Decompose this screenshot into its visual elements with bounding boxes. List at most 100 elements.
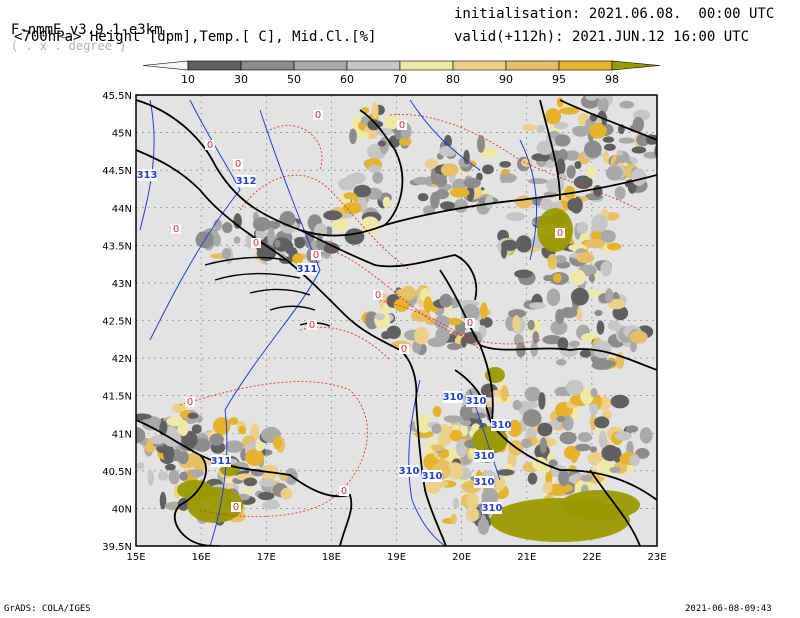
lon-label: 15E <box>126 552 145 563</box>
cloud-patch <box>572 407 579 421</box>
cloud-patch <box>589 123 607 139</box>
valid-time: valid(+112h): 2021.JUN.12 16:00 UTC <box>454 29 750 45</box>
height-label: 310 <box>482 503 503 514</box>
latitude-labels: 45.5N 45N 44.5N 44N 43.5N 43N 42.5N 42N 41.5N 41N… <box>102 91 132 553</box>
cloud-patch <box>540 198 553 211</box>
cloud-patch <box>261 501 280 510</box>
cloud-patch <box>527 319 535 331</box>
cloud-patch <box>616 149 623 156</box>
cloud-patch <box>501 239 518 251</box>
cloud-patch <box>463 149 470 165</box>
cloud-patch <box>588 274 596 283</box>
cloud-patch <box>536 140 554 155</box>
cloud-patch <box>465 507 480 522</box>
cloud-patch <box>612 305 629 321</box>
cloud-patch <box>614 431 632 441</box>
cloud-patch <box>594 309 603 317</box>
cloud-patch <box>545 108 562 125</box>
cloud-cover <box>136 95 657 542</box>
cloud-patch <box>574 443 591 452</box>
temperature-labels: 0 0 0 0 0 0 0 0 0 0 0 0 0 0 0 <box>171 110 565 513</box>
colorbar-cell <box>142 60 189 71</box>
height-label: 311 <box>211 456 232 467</box>
cloud-patch <box>469 412 487 419</box>
cloud-patch <box>466 184 475 202</box>
height-label-bg <box>137 169 157 181</box>
cloud-patch <box>550 201 563 209</box>
cloud-patch <box>209 433 224 446</box>
model-name: F-nmmE_v3.9.1-e3km <box>10 22 163 38</box>
temp-label-bg <box>465 318 475 328</box>
cloud-patch <box>585 95 598 101</box>
lon-label: 21E <box>517 552 536 563</box>
height-label-bg <box>236 175 256 187</box>
cloud-patch <box>499 173 517 183</box>
cloud-patch <box>432 405 442 418</box>
cloud-patch <box>522 409 542 427</box>
cloud-patch <box>526 401 539 409</box>
temp-label: 0 <box>375 290 381 301</box>
map-frame <box>135 94 658 547</box>
cloud-patch <box>597 99 605 111</box>
cloud-patch <box>424 158 438 169</box>
cloud-patch <box>553 121 569 130</box>
cloud-patch <box>245 449 265 466</box>
cloud-patch <box>548 459 558 468</box>
cloud-patch <box>367 119 381 131</box>
cloud-patch <box>589 413 597 431</box>
cloud-patch <box>360 116 369 125</box>
cloud-patch <box>505 212 526 222</box>
height-label-bg <box>482 502 502 514</box>
cloud-patch <box>532 331 540 344</box>
cloud-patch <box>556 158 566 176</box>
cloud-patch <box>552 273 562 283</box>
cloud-patch <box>598 430 608 449</box>
cloud-patch <box>542 482 553 494</box>
temp-label: 0 <box>309 320 315 331</box>
cloud-patch <box>360 216 380 235</box>
cloud-patch <box>417 193 429 202</box>
cloud-patch <box>586 166 597 179</box>
lat-label: 39.5N <box>102 542 132 553</box>
cloud-patch <box>141 416 162 431</box>
height-label-bg <box>466 395 486 407</box>
cloud-patch <box>635 448 650 459</box>
cloud-patch <box>555 308 565 324</box>
cloud-patch <box>423 296 433 313</box>
cloud-patch <box>575 307 583 322</box>
cloud-patch <box>556 359 567 366</box>
cloud-patch <box>439 293 453 308</box>
cloud-patch <box>168 469 180 485</box>
lat-label: 43N <box>112 279 132 290</box>
colorbar-cell <box>293 60 348 71</box>
cloud-patch <box>654 143 657 159</box>
cloud-patch <box>587 451 603 466</box>
cloud-patch <box>136 413 152 420</box>
cloud-patch <box>460 419 472 427</box>
temp-label: 0 <box>341 486 347 497</box>
cloud-patch <box>550 320 568 336</box>
colorbar: 10 30 50 60 70 80 90 95 98 <box>142 60 661 86</box>
cloud-patch <box>594 416 610 429</box>
lon-label: 23E <box>647 552 666 563</box>
cloud-patch <box>323 242 340 254</box>
colorbar-cell <box>346 60 401 71</box>
colorbar-cell <box>452 60 507 71</box>
lon-label: 20E <box>452 552 471 563</box>
cloud-patch <box>512 400 522 411</box>
cloud-patch <box>177 419 189 437</box>
lat-label: 42.5N <box>102 317 132 328</box>
cloud-patch <box>481 487 499 506</box>
cloud-patch <box>536 124 545 134</box>
cloud-patch <box>449 429 463 442</box>
cloud-patch <box>553 483 573 493</box>
cloud-patch <box>592 185 603 197</box>
cloud-patch <box>213 219 223 231</box>
height-label-bg <box>474 476 494 488</box>
units-note: ( . x . degree ) <box>10 39 127 53</box>
cloud-patch <box>602 150 610 164</box>
cloud-patch <box>188 469 204 478</box>
cloud-patch <box>413 176 431 185</box>
cloud-patch <box>343 192 357 200</box>
cloud-patch <box>593 340 612 359</box>
